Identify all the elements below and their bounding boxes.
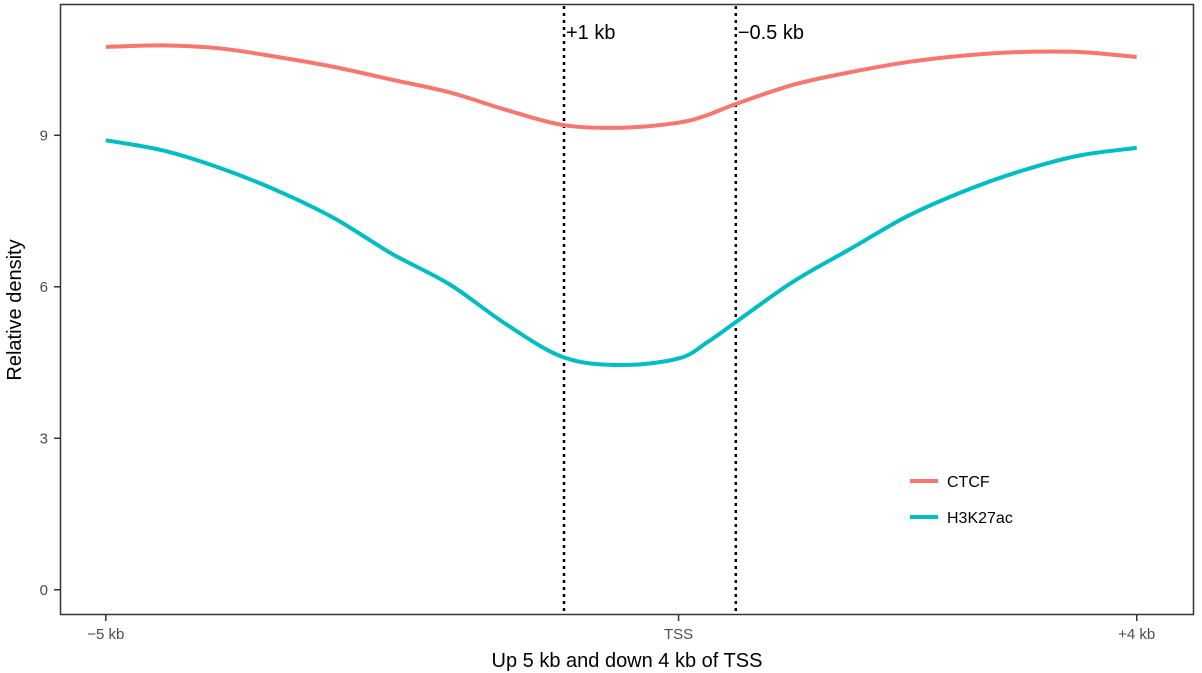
- y-axis-ticks: 0 3 6 9: [40, 127, 60, 599]
- series-layer: [105, 43, 1137, 368]
- legend-label-ctcf: CTCF: [947, 474, 990, 491]
- legend: CTCF H3K27ac: [910, 474, 1013, 527]
- x-tick-label: +4 kb: [1118, 626, 1155, 643]
- y-tick-label: 3: [40, 430, 48, 447]
- x-axis-ticks: −5 kb TSS +4 kb: [87, 615, 1155, 643]
- panel-border: [59, 3, 1195, 616]
- y-tick-label: 0: [40, 582, 48, 599]
- vertical-marker-label: −0.5 kb: [738, 22, 804, 44]
- series-line-ctcf: [105, 43, 1137, 130]
- legend-label-h3k27ac: H3K27ac: [947, 510, 1013, 527]
- x-axis-title: Up 5 kb and down 4 kb of TSS: [492, 650, 763, 672]
- vertical-marker-label: +1 kb: [566, 22, 615, 44]
- x-tick-label: TSS: [664, 626, 693, 643]
- y-axis-title: Relative density: [4, 239, 26, 380]
- y-tick-label: 9: [40, 127, 48, 144]
- y-tick-label: 6: [40, 279, 48, 296]
- series-line-h3k27ac: [105, 138, 1137, 368]
- vertical-marker-lines: +1 kb −0.5 kb: [562, 6, 804, 615]
- x-tick-label: −5 kb: [87, 626, 124, 643]
